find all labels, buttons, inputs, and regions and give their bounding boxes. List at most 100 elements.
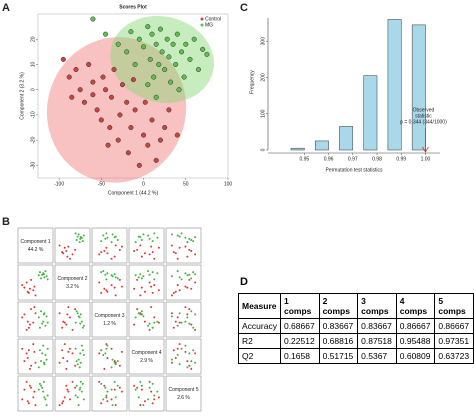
point [156,236,159,239]
point [110,388,113,391]
point [118,278,121,281]
point [188,308,191,311]
header-cell: 2 comps [318,293,359,319]
point [63,321,66,324]
point [183,41,189,47]
point [98,117,104,123]
point [186,274,189,277]
point [180,321,183,324]
point [46,321,49,324]
point [58,312,61,315]
point [41,273,44,276]
point [194,281,197,284]
point [103,250,106,253]
point [172,251,175,254]
pairs-cell [91,375,128,412]
point [147,56,153,62]
point [43,396,46,399]
point [38,271,41,274]
point [60,56,66,62]
point [188,237,191,240]
table-cell: 0.60809 [395,348,436,364]
point [184,245,187,248]
point [111,233,114,236]
point [151,240,154,243]
point [42,273,45,276]
point [78,241,81,244]
point [26,400,29,403]
point [162,66,168,73]
point [170,358,173,361]
point [28,323,31,326]
point [190,238,193,241]
point [157,289,160,292]
point [140,384,143,387]
point [151,271,154,274]
point [190,323,193,326]
point [80,320,83,323]
point [90,16,96,22]
point [190,287,193,290]
point [42,390,45,393]
table-cell: 0.86667 [434,318,474,334]
table-cell: 0.87518 [357,333,397,349]
point [120,390,123,393]
point [76,235,79,238]
header-cell: 3 comps [357,293,397,319]
point [40,360,43,363]
legend-label: MG [205,22,213,28]
point [61,326,64,329]
point [111,404,114,407]
point [78,388,81,391]
point [124,99,130,105]
component-variance: 3.2 % [66,284,79,290]
point [186,313,189,316]
x-tick-label: 0.99 [396,156,406,162]
point [157,321,160,324]
point [71,380,74,383]
y-tick-label: 200 [260,73,266,82]
point [170,233,173,236]
point [65,323,68,326]
point [30,278,33,281]
point [106,390,109,393]
point [74,232,77,235]
point [147,234,150,237]
point [148,281,151,284]
point [81,349,84,352]
header-cell: 1 comps [279,293,320,319]
point [134,274,137,277]
point [150,390,153,393]
y-tick-label: 20 [30,36,36,42]
x-tick-label: 0 [142,181,145,187]
point [34,294,37,297]
point [115,41,121,47]
point [192,271,195,274]
component-variance: 2.9 % [140,358,153,364]
point [118,248,121,251]
point [113,286,116,289]
point [44,398,47,401]
component-name: Component 2 [57,276,87,282]
table-cell: Accuracy [238,318,281,334]
pairs-cell [54,264,91,301]
point [192,349,195,352]
point [187,56,193,62]
point [190,367,193,370]
point [103,384,106,387]
point [79,352,82,355]
point [174,252,177,255]
point [74,308,77,311]
pairs-cell [165,301,202,338]
point [136,278,139,281]
point [25,328,28,331]
annotation: statistic [415,113,432,119]
point [110,398,113,401]
point [105,347,108,350]
panel-label: A [2,2,10,14]
point [188,273,191,276]
point [190,250,193,253]
point [188,322,191,325]
point [176,324,179,327]
y-tick-label: -20 [30,136,36,143]
